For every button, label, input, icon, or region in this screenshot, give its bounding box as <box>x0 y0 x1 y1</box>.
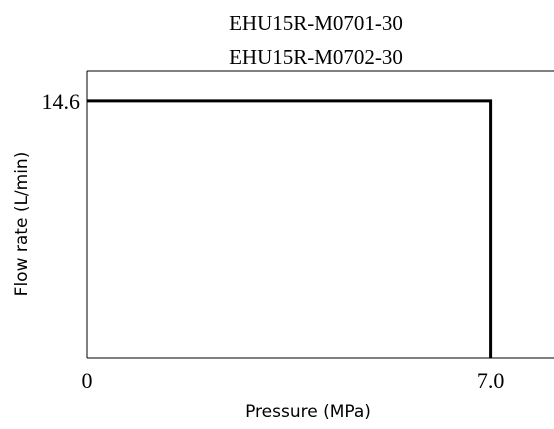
plot-frame <box>86 70 554 359</box>
series-line-0 <box>87 99 493 358</box>
x-tick-label-1: 7.0 <box>477 368 505 393</box>
y-tick-label-0: 14.6 <box>42 89 81 114</box>
x-axis-label: Pressure (MPa) <box>245 402 371 422</box>
chart-title-line-1: EHU15R-M0701-30 <box>229 11 403 35</box>
series-layer <box>87 99 493 358</box>
y-axis-label: Flow rate (L/min) <box>12 152 32 297</box>
chart-title-line-2: EHU15R-M0702-30 <box>229 45 403 69</box>
x-tick-label-0: 0 <box>82 368 93 393</box>
ticks-layer: 0 7.0 14.6 <box>42 89 505 393</box>
